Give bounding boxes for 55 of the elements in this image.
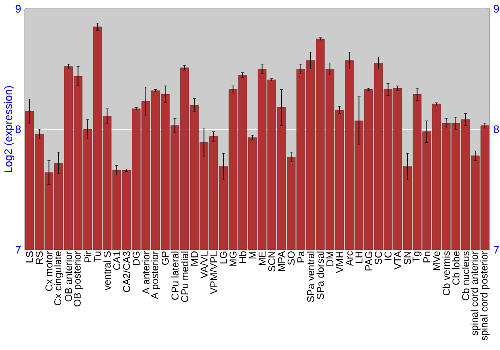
- x-tick-label: Arc: [346, 251, 354, 266]
- x-tick-label: MPA: [278, 251, 286, 272]
- x-tick-label: DG: [132, 252, 140, 266]
- x-tick-label: SPa ventral: [307, 252, 314, 302]
- x-tick-label: GP: [162, 252, 169, 266]
- x-tick-label: MD: [191, 252, 198, 266]
- x-tick-label: CPu lateral: [172, 252, 179, 300]
- y2-tick-label: 7: [494, 246, 500, 254]
- x-tick-label: SC: [375, 252, 382, 265]
- x-tick-label: VPM/VPL: [210, 252, 218, 294]
- y2-tick-label: 8: [494, 126, 500, 134]
- x-tick-label: Tu: [94, 252, 102, 262]
- x-tick-label: OB anterior: [64, 251, 72, 302]
- x-tick-label: spinal cord anterior: [470, 251, 480, 336]
- x-tick-label: ME: [258, 252, 266, 266]
- x-tick-label: SCN: [268, 252, 276, 272]
- x-tick-label: Hb: [239, 252, 247, 264]
- x-tick-label: DM: [326, 252, 334, 266]
- y-tick-label: 8: [16, 126, 21, 134]
- x-tick-label: SO: [288, 252, 295, 266]
- x-tick-label: Pn: [424, 252, 430, 263]
- x-tick-label: MVe: [433, 252, 440, 270]
- x-tick-label: Cx cingulate: [54, 252, 64, 306]
- x-tick-label: SPa dorsal: [316, 252, 324, 300]
- x-tick-label: ventral S: [104, 252, 111, 290]
- y-tick-label: 9: [16, 5, 21, 13]
- x-tick-label: Pa: [298, 251, 305, 263]
- x-tick-label: MG: [230, 252, 237, 266]
- x-tick-label: CA1: [114, 252, 121, 270]
- x-tick-label: Cx motor: [46, 251, 53, 292]
- x-tick-label: LH: [356, 252, 363, 264]
- x-tick-label: LG: [220, 252, 228, 264]
- y2-tick-label: 9: [494, 5, 500, 13]
- x-tick-label: A anterior: [142, 251, 150, 294]
- x-tick-label: PAG: [365, 252, 372, 271]
- x-tick-label: spinal cord posterior: [480, 251, 490, 341]
- x-tick-label: CPu medial: [181, 252, 188, 302]
- x-tick-label: IC: [384, 252, 392, 260]
- x-tick-label: CA2/CA3: [123, 252, 130, 292]
- x-tick-label: Cb vermis: [442, 252, 450, 296]
- x-tick-label: VMH: [336, 252, 344, 274]
- x-tick-label: Tg: [412, 252, 422, 263]
- x-tick-label: Pir: [84, 251, 92, 263]
- y-axis-title: Log2 (expression): [4, 86, 15, 172]
- x-tick-label: M: [249, 252, 256, 259]
- x-tick-label: Cb lobe: [452, 252, 460, 286]
- x-tick-label: RS: [36, 252, 44, 264]
- y-tick-label: 7: [16, 246, 21, 254]
- x-tick-label: A posterior: [151, 251, 160, 300]
- x-tick-label: Cb nucleus: [462, 252, 470, 301]
- x-tick-label: VTA: [394, 251, 402, 270]
- x-tick-label: VA/VL: [200, 252, 208, 279]
- x-tick-label: LS: [26, 252, 34, 263]
- x-tick-label: SN: [404, 252, 412, 265]
- x-tick-label: OB posterior: [74, 251, 83, 307]
